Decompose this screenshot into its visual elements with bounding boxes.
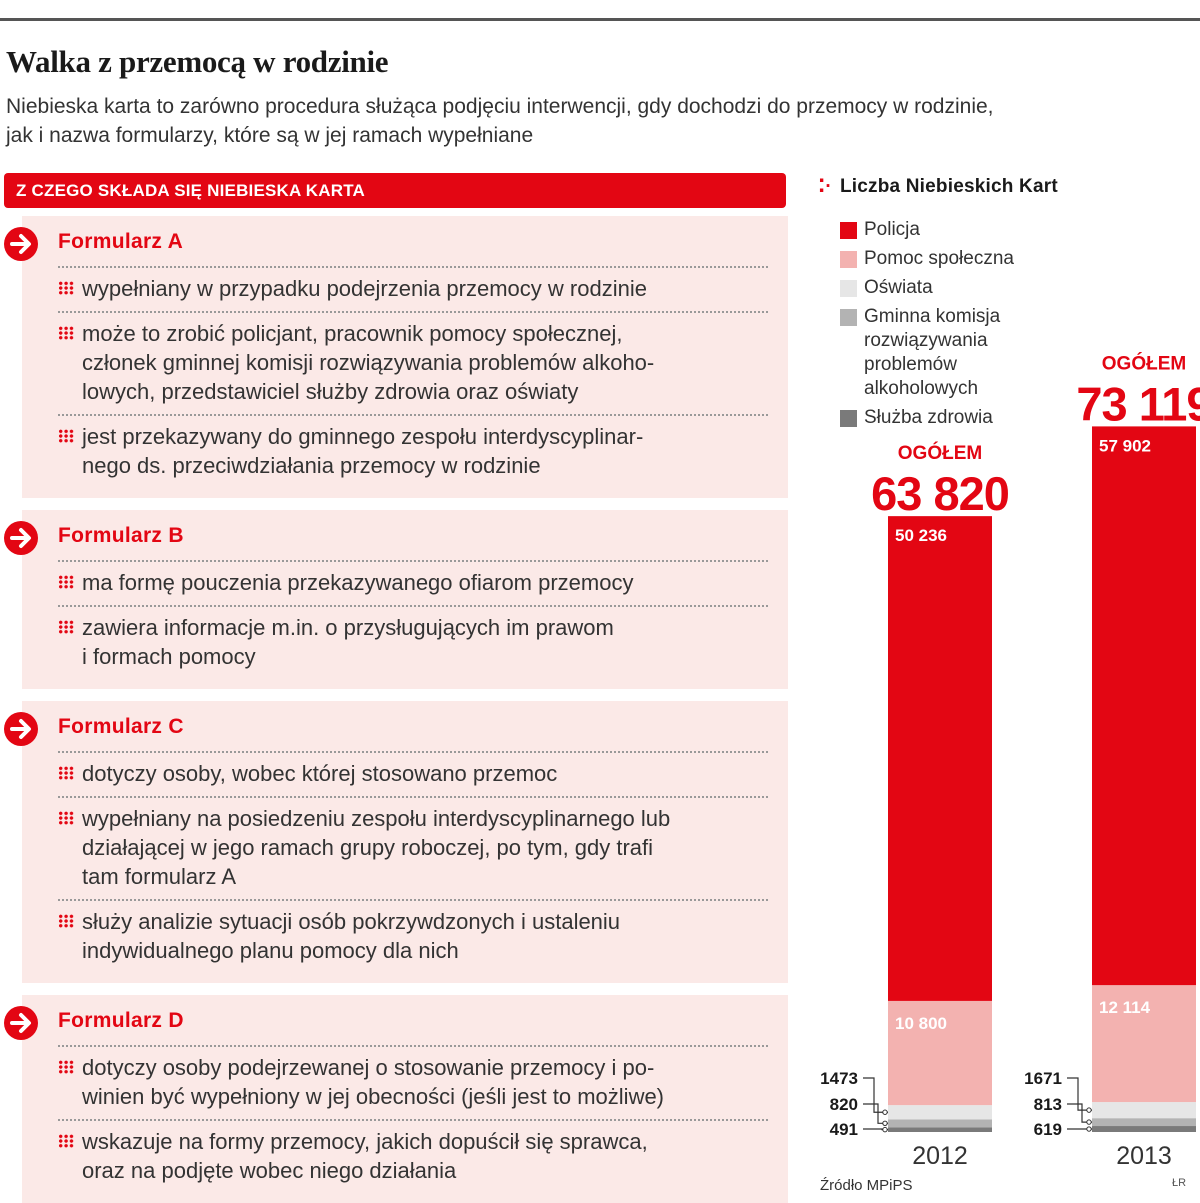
total-value: 63 820 <box>871 467 1009 520</box>
data-label: 10 800 <box>895 1014 947 1033</box>
leader-dot <box>1087 1108 1091 1112</box>
leader-dot <box>883 1110 887 1114</box>
bar-segment <box>1092 1126 1196 1132</box>
bar-segment <box>888 1127 992 1132</box>
x-tick-label: 2012 <box>912 1142 968 1170</box>
bar-segment <box>1092 1118 1196 1126</box>
data-label: 813 <box>1034 1095 1062 1114</box>
source-note: Źródło MPiPS <box>820 1177 913 1194</box>
leader-dot <box>1087 1127 1091 1131</box>
data-label: 1473 <box>820 1069 858 1088</box>
author-credit: ŁR <box>1172 1177 1186 1189</box>
total-value: 73 119 <box>1076 377 1200 430</box>
data-label: 820 <box>830 1095 858 1114</box>
total-label: OGÓŁEM <box>1102 352 1186 374</box>
data-label: 57 902 <box>1099 436 1151 455</box>
leader-line <box>1067 1104 1092 1122</box>
data-label: 619 <box>1034 1120 1062 1139</box>
leader-line <box>863 1078 888 1112</box>
bar-segment <box>1092 1102 1196 1118</box>
bar-segment <box>888 516 992 1001</box>
data-label: 491 <box>830 1120 858 1139</box>
total-label: OGÓŁEM <box>898 442 982 464</box>
bar-segment <box>1092 426 1196 985</box>
leader-line <box>1067 1078 1092 1110</box>
data-label: 50 236 <box>895 526 947 545</box>
bar-segment <box>888 1105 992 1119</box>
data-label: 12 114 <box>1099 998 1151 1017</box>
bar-segment <box>888 1119 992 1127</box>
leader-dot <box>1087 1120 1091 1124</box>
leader-dot <box>883 1127 887 1131</box>
data-label: 1671 <box>1024 1069 1062 1088</box>
x-tick-label: 2013 <box>1116 1142 1172 1170</box>
leader-dot <box>883 1121 887 1125</box>
